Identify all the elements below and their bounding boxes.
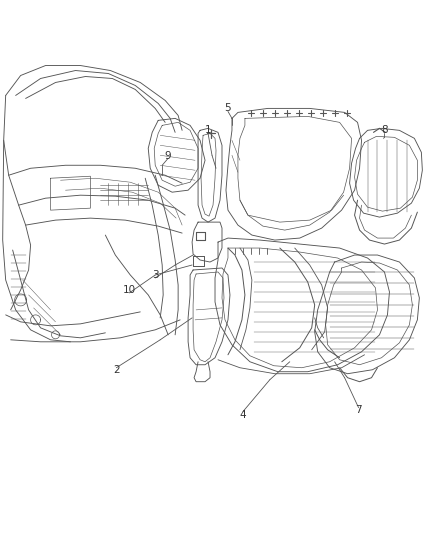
Text: 2: 2 bbox=[113, 365, 120, 375]
Text: 5: 5 bbox=[225, 103, 231, 114]
Text: 3: 3 bbox=[152, 270, 159, 280]
Text: 4: 4 bbox=[240, 410, 246, 419]
Text: 9: 9 bbox=[165, 151, 171, 161]
Text: 7: 7 bbox=[355, 405, 362, 415]
Text: 1: 1 bbox=[205, 125, 212, 135]
Text: 10: 10 bbox=[123, 285, 136, 295]
Text: 8: 8 bbox=[381, 125, 388, 135]
